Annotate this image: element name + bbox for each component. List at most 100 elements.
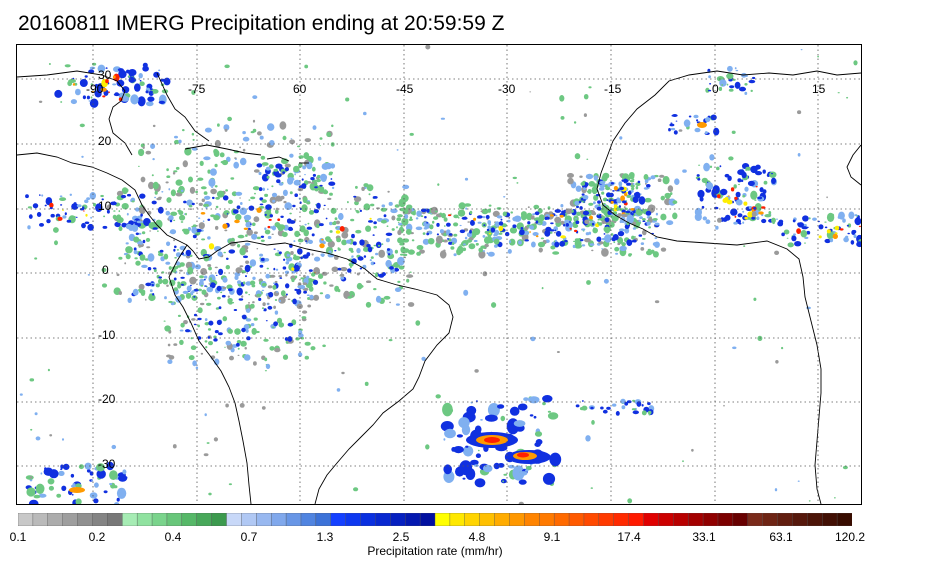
- precip-cell: [462, 247, 467, 252]
- precip-cell: [261, 406, 266, 410]
- precip-cell: [691, 448, 694, 452]
- colorbar-tick-label: 9.1: [543, 530, 561, 544]
- precip-cell: [179, 339, 184, 345]
- precip-cell: [105, 79, 109, 84]
- precip-cell: [370, 261, 375, 266]
- precip-cell: [293, 179, 301, 186]
- precip-cell: [754, 199, 757, 201]
- precip-cell: [426, 208, 430, 213]
- precip-cell: [508, 216, 511, 219]
- precip-cell: [183, 228, 190, 235]
- precip-cell: [655, 212, 659, 216]
- precip-cell: [245, 328, 249, 333]
- precip-cell: [407, 302, 415, 307]
- precip-cell: [258, 297, 262, 301]
- precip-cell: [285, 283, 290, 289]
- precip-cell: [162, 278, 169, 285]
- precip-cell: [149, 289, 153, 293]
- precip-cell: [443, 225, 446, 227]
- precip-cell: [271, 233, 274, 235]
- precip-cell: [328, 250, 332, 254]
- precip-cell: [391, 228, 395, 231]
- precip-cell: [772, 221, 775, 225]
- precip-cell: [81, 222, 86, 229]
- precip-cell: [618, 205, 622, 208]
- precip-cell: [237, 234, 245, 239]
- precip-cell: [148, 181, 155, 190]
- precip-cell: [806, 226, 809, 229]
- precip-cell: [243, 354, 251, 361]
- precip-cell: [373, 262, 376, 265]
- precip-cell: [141, 231, 146, 235]
- precip-cell: [88, 100, 92, 102]
- precip-cell: [512, 216, 519, 222]
- precip-cell: [191, 132, 195, 136]
- precip-cell: [191, 147, 198, 151]
- precip-cell: [87, 223, 94, 231]
- precip-cell: [635, 209, 642, 215]
- precip-cell: [222, 195, 229, 201]
- precip-cell: [717, 217, 722, 223]
- precip-cell: [334, 250, 337, 252]
- precip-cell: [512, 176, 517, 180]
- precip-cell: [507, 219, 511, 223]
- precip-cell: [182, 290, 189, 294]
- precip-cell: [421, 356, 426, 361]
- precip-cell: [466, 405, 477, 416]
- precip-cell: [256, 207, 262, 213]
- precip-cell: [192, 234, 197, 239]
- precip-cell: [539, 248, 543, 252]
- precip-cell: [143, 218, 151, 226]
- precip-cell: [576, 211, 581, 216]
- precip-cell: [191, 295, 198, 301]
- precip-cell: [697, 178, 701, 181]
- precip-cell: [404, 214, 409, 219]
- precip-cell: [264, 193, 269, 197]
- precip-cell: [845, 235, 849, 239]
- precip-cell: [259, 264, 264, 268]
- precip-cell: [682, 169, 687, 173]
- precip-cell: [227, 116, 233, 122]
- precip-cell: [351, 255, 354, 258]
- precip-cell: [683, 119, 691, 128]
- precip-cell: [307, 297, 310, 300]
- precip-cell: [262, 302, 266, 307]
- precip-cell: [182, 129, 185, 132]
- precip-cell: [137, 96, 146, 107]
- precip-cell: [617, 213, 622, 217]
- precip-cell: [89, 492, 98, 499]
- precip-cell: [593, 194, 599, 201]
- precip-cell: [200, 284, 204, 287]
- precip-cell: [645, 210, 652, 216]
- precip-cell: [125, 246, 133, 254]
- colorbar-swatch: [77, 513, 93, 526]
- precip-cell: [102, 95, 106, 98]
- precip-cell: [466, 239, 473, 243]
- precip-cell: [134, 257, 138, 260]
- precip-cell: [203, 156, 211, 161]
- precip-cell: [161, 191, 164, 193]
- precip-cell: [218, 268, 224, 276]
- precip-cell: [34, 257, 38, 260]
- precip-cell: [498, 225, 504, 232]
- precip-cell: [524, 239, 529, 242]
- precip-cell: [342, 279, 345, 281]
- precip-cell: [109, 470, 118, 480]
- precip-cell: [223, 210, 230, 216]
- precip-cell: [139, 193, 146, 199]
- precip-cell: [586, 280, 591, 285]
- precip-cell: [245, 308, 251, 313]
- precip-cell: [253, 361, 257, 366]
- precip-cell: [321, 254, 325, 257]
- precip-cell: [603, 212, 607, 216]
- precip-cell: [453, 222, 459, 227]
- precip-cell: [808, 217, 811, 220]
- precip-cell: [154, 196, 157, 199]
- precip-cell: [291, 277, 295, 283]
- precip-cell: [100, 87, 107, 92]
- precip-cell: [339, 273, 345, 277]
- precip-cell: [228, 249, 236, 254]
- precip-cell: [435, 235, 443, 244]
- precip-cell: [261, 199, 267, 204]
- precip-cell: [251, 233, 258, 240]
